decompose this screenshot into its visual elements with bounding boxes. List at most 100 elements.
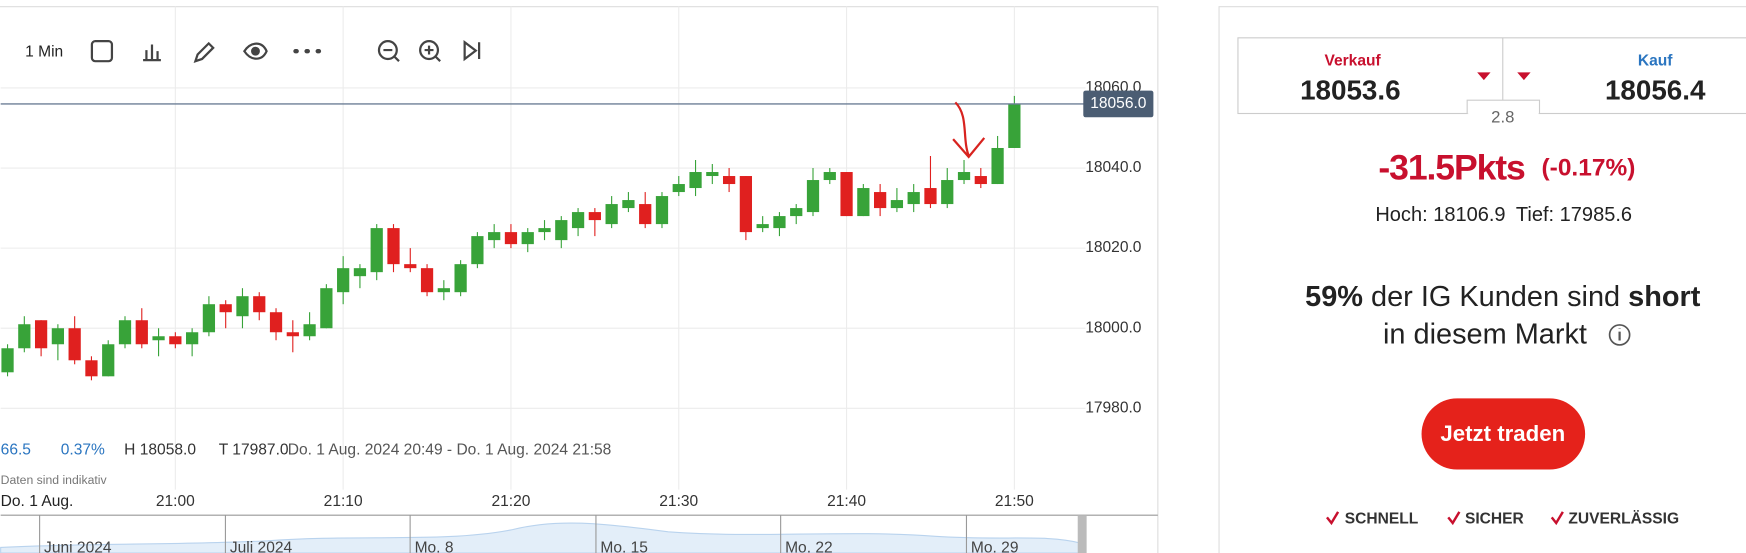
- candle: [521, 228, 534, 253]
- y-tick-label: 18000.0: [1085, 319, 1142, 336]
- candle-body: [269, 312, 283, 333]
- candle: [588, 208, 601, 237]
- zoom-in-icon[interactable]: [419, 40, 440, 61]
- candle-body: [907, 192, 920, 205]
- check-icons: [1326, 511, 1564, 526]
- candle: [806, 168, 820, 217]
- candle: [186, 328, 199, 357]
- sentiment-side: short: [1628, 281, 1701, 313]
- candle-body: [34, 320, 48, 349]
- cta-label[interactable]: Jetzt traden: [1440, 421, 1565, 446]
- candle-body: [874, 192, 887, 209]
- candle: [370, 224, 383, 281]
- candle: [118, 316, 132, 349]
- date-label: Do. 1 Aug.: [1, 493, 74, 510]
- candle-body: [353, 268, 367, 277]
- candle: [219, 300, 232, 329]
- x-tick-label: 21:00: [156, 493, 195, 510]
- candle: [85, 356, 98, 381]
- skip-icon[interactable]: [463, 40, 481, 62]
- candle-body: [370, 228, 383, 273]
- candle: [51, 324, 65, 361]
- candle-body: [823, 172, 836, 181]
- candle: [538, 220, 551, 241]
- day-high: Hoch: 18106.9: [1375, 204, 1505, 226]
- info-icon[interactable]: [1608, 324, 1631, 346]
- sentiment-text: der IG Kunden sind: [1371, 281, 1620, 313]
- candle: [639, 192, 652, 229]
- candle-body: [18, 324, 31, 349]
- candle-body: [186, 332, 199, 345]
- candle-body: [118, 320, 132, 345]
- cta-button[interactable]: [1421, 398, 1586, 470]
- candle-body: [622, 200, 635, 209]
- candle: [471, 232, 484, 269]
- candle: [286, 320, 299, 353]
- candle-body: [236, 296, 249, 317]
- candle: [941, 168, 954, 209]
- candle-body: [538, 228, 551, 233]
- candle-body: [85, 360, 98, 377]
- chart-card: [0, 6, 1159, 553]
- grid-icon[interactable]: [90, 40, 114, 63]
- candle: [404, 248, 417, 273]
- candle: [1, 344, 14, 377]
- candle: [387, 224, 400, 273]
- buy-price[interactable]: 18056.4: [1605, 75, 1706, 106]
- candle: [605, 196, 618, 229]
- candle-body: [756, 224, 769, 229]
- day-low: Tief: 17985.6: [1516, 204, 1632, 226]
- spread-tab-mask: [1468, 106, 1539, 118]
- candle-body: [135, 320, 148, 345]
- price-arrows: [1477, 72, 1531, 81]
- navigator-label: Mo. 8: [415, 540, 454, 553]
- candle: [756, 216, 769, 233]
- x-tick-label: 21:50: [995, 493, 1034, 510]
- stat-range: Do. 1 Aug. 2024 20:49 - Do. 1 Aug. 2024 …: [288, 442, 612, 459]
- candle-body: [253, 296, 266, 313]
- candle-body: [454, 264, 467, 293]
- candle-body: [1, 348, 14, 373]
- candle-body: [857, 188, 870, 217]
- candle: [504, 224, 518, 249]
- candle-body: [974, 176, 987, 185]
- navigator-label: Mo. 15: [600, 540, 648, 553]
- candle-body: [320, 288, 333, 329]
- candle-body: [639, 204, 652, 225]
- candle: [18, 316, 31, 353]
- eye-icon[interactable]: [243, 42, 268, 60]
- sell-price[interactable]: 18053.6: [1300, 75, 1400, 106]
- candle-body: [337, 268, 350, 293]
- candle: [337, 256, 350, 305]
- bars-icon[interactable]: [143, 44, 161, 62]
- candle: [790, 204, 803, 225]
- candle: [857, 184, 870, 217]
- zoom-out-icon[interactable]: [377, 40, 398, 61]
- candle-body: [790, 208, 803, 217]
- change-pct: (-0.17%): [1542, 155, 1636, 182]
- candle: [722, 168, 736, 193]
- interval-button[interactable]: 1 Min: [25, 43, 63, 60]
- candle: [924, 156, 937, 209]
- navigator: Juni 2024 Juli 2024 Mo. 8 Mo. 15 Mo. 22 Mo. 2…: [39, 515, 1019, 553]
- candle-body: [504, 232, 518, 245]
- candle: [991, 135, 1004, 185]
- y-tick-label: 18020.0: [1085, 239, 1142, 256]
- x-tick-label: 21:10: [324, 493, 363, 510]
- candle: [68, 316, 81, 365]
- navigator-handle[interactable]: [1077, 515, 1087, 553]
- candle: [555, 216, 568, 249]
- toolbar-icons: [90, 40, 481, 63]
- candle-body: [739, 176, 753, 233]
- candle: [303, 312, 316, 341]
- candle: [488, 224, 501, 249]
- navigator-label: Mo. 22: [785, 540, 833, 553]
- draw-icon[interactable]: [193, 41, 215, 63]
- candle: [874, 184, 887, 217]
- candle-body: [219, 304, 232, 313]
- candle-body: [471, 236, 484, 265]
- navigator-label: Mo. 29: [971, 540, 1019, 553]
- candle-body: [672, 184, 685, 193]
